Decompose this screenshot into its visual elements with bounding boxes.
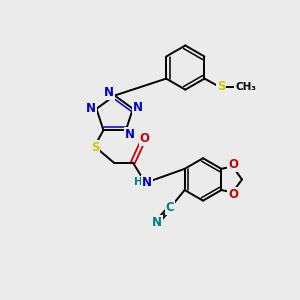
- Text: O: O: [140, 133, 150, 146]
- Text: N: N: [104, 86, 114, 99]
- Text: O: O: [228, 158, 238, 171]
- Text: N: N: [152, 216, 162, 229]
- Text: N: N: [86, 102, 96, 115]
- Text: O: O: [228, 188, 238, 201]
- Text: N: N: [142, 176, 152, 189]
- Text: N: N: [124, 128, 134, 141]
- Text: C: C: [166, 201, 174, 214]
- Text: S: S: [91, 141, 99, 154]
- Text: H: H: [134, 177, 142, 187]
- Text: CH₃: CH₃: [235, 82, 256, 92]
- Text: S: S: [217, 80, 226, 93]
- Text: N: N: [133, 101, 143, 114]
